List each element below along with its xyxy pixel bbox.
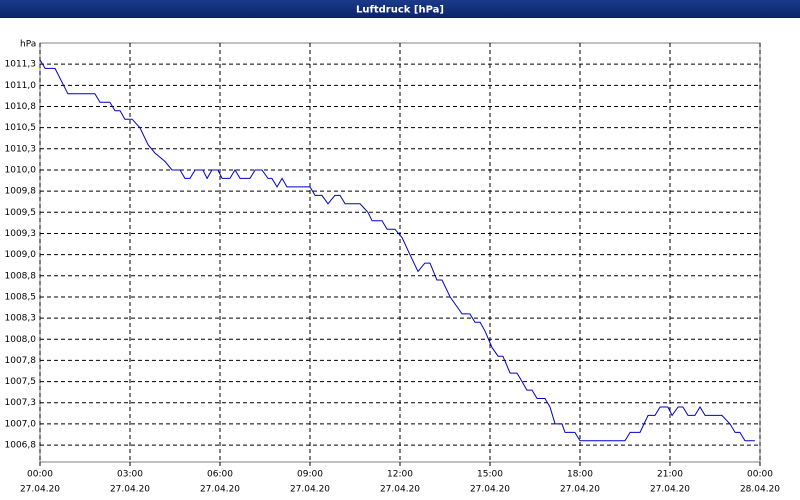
y-tick-label: 1011,3 [5,60,37,70]
x-tick-date: 27.04.20 [290,485,330,495]
y-tick-label: 1007,8 [5,356,37,366]
y-tick-label: 1009,5 [5,208,37,218]
x-tick-date: 27.04.20 [560,485,600,495]
y-tick-label: 1010,5 [5,123,37,133]
y-tick-label: 1009,8 [5,187,37,197]
y-tick-label: 1008,3 [5,314,37,324]
y-tick-label: 1007,0 [5,419,37,429]
x-tick-label: 00:00 [27,470,53,480]
x-tick-label: 18:00 [567,470,593,480]
y-tick-label: 1010,8 [5,102,37,112]
y-tick-label: 1008,0 [5,335,37,345]
y-tick-label: 1007,5 [5,377,37,387]
x-tick-date: 27.04.20 [380,485,420,495]
x-tick-date: 27.04.20 [470,485,510,495]
y-tick-label: 1010,0 [5,165,37,175]
title-bar [0,0,800,18]
y-tick-label: 1007,3 [5,398,37,408]
y-tick-label: 1009,3 [5,229,37,239]
x-tick-date: 27.04.20 [20,485,60,495]
y-tick-label: 1010,3 [5,144,37,154]
x-tick-label: 03:00 [117,470,143,480]
y-axis-unit: hPa [20,40,36,50]
pressure-line [39,59,755,442]
x-tick-label: 15:00 [477,470,503,480]
y-tick-label: 1009,0 [5,250,37,260]
y-tick-label: 1006,8 [5,441,37,451]
x-tick-label: 21:00 [657,470,683,480]
chart-title: Luftdruck [hPa] [356,5,444,16]
y-tick-label: 1008,8 [5,271,37,281]
y-tick-label: 1008,5 [5,292,37,302]
x-tick-label: 12:00 [387,470,413,480]
x-tick-label: 09:00 [297,470,323,480]
x-tick-date: 28.04.20 [740,485,780,495]
x-tick-date: 27.04.20 [200,485,240,495]
x-tick-label: 00:00 [747,470,773,480]
y-tick-label: 1011,0 [5,81,37,91]
x-tick-date: 27.04.20 [110,485,150,495]
x-tick-date: 27.04.20 [650,485,690,495]
x-tick-label: 06:00 [207,470,233,480]
